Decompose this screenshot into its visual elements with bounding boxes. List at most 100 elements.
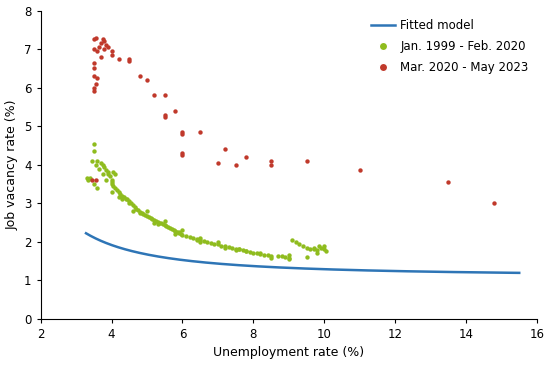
Point	[221, 146, 229, 152]
Point	[109, 169, 118, 175]
Point	[206, 240, 215, 246]
Point	[160, 218, 169, 223]
Point	[284, 252, 293, 258]
Point	[490, 200, 499, 206]
Point	[292, 239, 300, 245]
Point	[192, 237, 201, 243]
Point	[242, 154, 251, 160]
Point	[302, 254, 311, 260]
Point	[267, 158, 276, 164]
Point	[221, 243, 229, 249]
Point	[139, 211, 148, 217]
Point	[128, 202, 137, 208]
Point	[125, 58, 134, 64]
Point	[355, 168, 364, 173]
Point	[125, 56, 134, 62]
Point	[263, 252, 272, 258]
Point	[153, 222, 162, 227]
Point	[126, 200, 135, 206]
Point	[284, 255, 293, 261]
Point	[95, 44, 103, 50]
Point	[277, 254, 286, 260]
Point	[313, 250, 322, 256]
Point	[252, 250, 261, 256]
Legend: Fitted model, Jan. 1999 - Feb. 2020, Mar. 2020 - May 2023: Fitted model, Jan. 1999 - Feb. 2020, Mar…	[366, 14, 534, 79]
Point	[203, 239, 212, 245]
Point	[100, 164, 109, 170]
Point	[196, 235, 205, 241]
Point	[107, 179, 116, 185]
Point	[90, 65, 98, 71]
Point	[142, 213, 151, 219]
Point	[221, 245, 229, 250]
Point	[444, 179, 453, 185]
Point	[82, 175, 91, 181]
Point	[178, 129, 187, 135]
Point	[135, 210, 144, 216]
Point	[90, 36, 98, 42]
Point	[171, 228, 180, 234]
Point	[196, 239, 205, 245]
Y-axis label: Job vacancy rate (%): Job vacancy rate (%)	[6, 99, 19, 230]
Point	[288, 237, 297, 243]
Point	[176, 231, 185, 237]
Point	[164, 224, 173, 230]
Point	[135, 209, 144, 215]
Point	[150, 220, 158, 226]
Point	[132, 206, 141, 212]
Point	[182, 233, 190, 239]
Point	[107, 181, 116, 187]
Point	[169, 227, 178, 233]
Point	[86, 175, 95, 181]
Point	[151, 218, 160, 223]
Point	[135, 73, 144, 79]
Point	[316, 245, 325, 250]
Point	[91, 177, 100, 183]
Point	[171, 231, 180, 237]
Point	[138, 210, 146, 216]
Point	[155, 220, 164, 226]
Point	[196, 237, 205, 243]
Point	[146, 215, 155, 221]
Point	[90, 46, 98, 52]
Point	[295, 241, 304, 247]
Point	[87, 158, 96, 164]
Point	[90, 59, 98, 65]
Point	[148, 216, 157, 222]
Point	[160, 114, 169, 119]
Point	[192, 236, 201, 242]
Point	[96, 41, 105, 46]
Point	[111, 185, 119, 191]
Point	[98, 36, 107, 42]
Point	[274, 254, 283, 260]
Point	[299, 243, 307, 249]
Point	[157, 220, 166, 226]
Point	[235, 247, 244, 253]
Point	[185, 234, 194, 240]
Point	[107, 177, 116, 183]
Point	[103, 169, 112, 175]
Point	[242, 249, 251, 254]
Point	[93, 48, 102, 54]
Point	[100, 38, 109, 44]
Point	[93, 185, 102, 191]
Point	[256, 250, 265, 256]
Point	[178, 232, 187, 238]
Point	[160, 92, 169, 98]
Point	[111, 172, 119, 177]
Point	[102, 168, 111, 173]
Point	[98, 162, 107, 168]
Point	[150, 217, 158, 223]
Point	[174, 230, 183, 236]
Point	[90, 73, 98, 79]
Point	[98, 172, 107, 177]
Point	[144, 214, 153, 220]
Point	[100, 46, 109, 52]
Point	[119, 195, 128, 200]
Point	[134, 207, 142, 213]
Point	[213, 160, 222, 166]
Point	[160, 112, 169, 118]
Point	[128, 208, 137, 214]
Point	[267, 255, 276, 261]
Point	[112, 187, 121, 193]
